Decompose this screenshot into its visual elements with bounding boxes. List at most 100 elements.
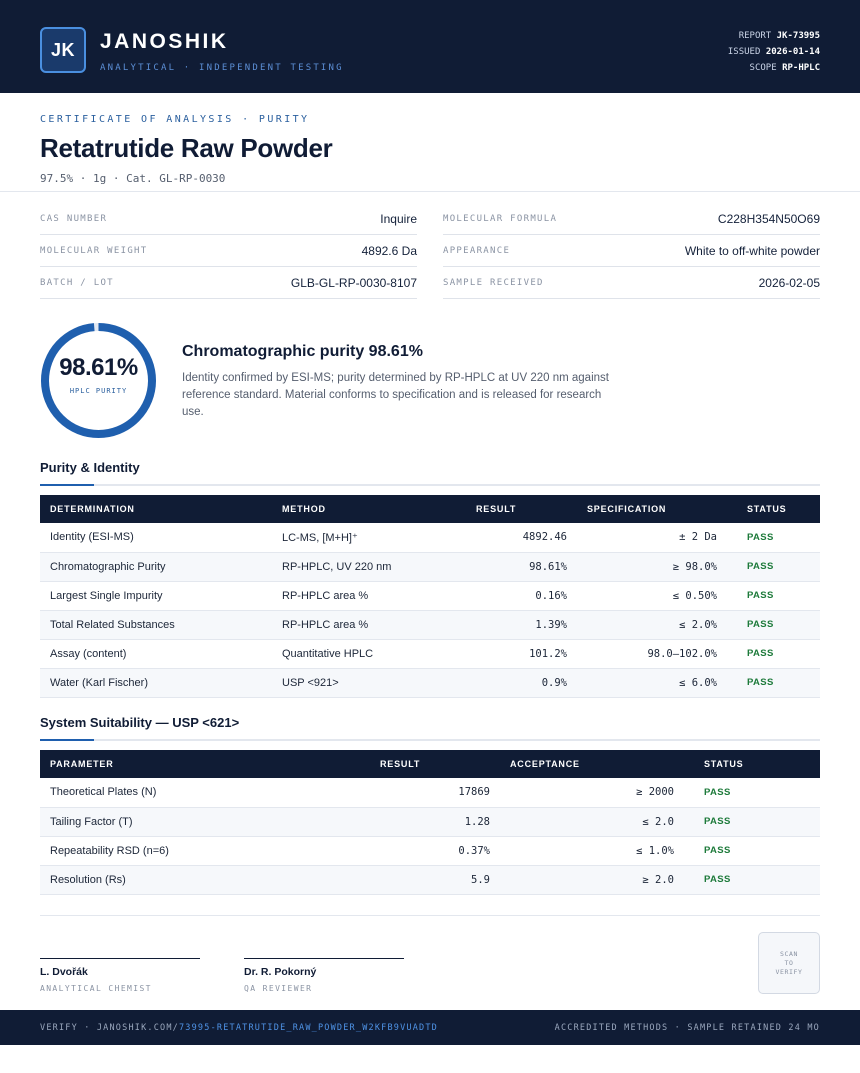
result-cell: 1.28 <box>370 807 500 837</box>
verify-prefix: VERIFY · JANOSHIK.COM/ <box>40 1023 179 1033</box>
info-label: BATCH / LOT <box>40 277 114 288</box>
section-rule <box>40 484 820 486</box>
table-row: Theoretical Plates (N) 17869 ≥ 2000 PASS <box>40 778 820 808</box>
brand-name: JANOSHIK <box>100 30 229 53</box>
parameter-cell: Tailing Factor (T) <box>40 807 370 837</box>
logo: JK <box>40 27 86 73</box>
status-badge: PASS <box>727 552 820 582</box>
purity-value: 98.61% <box>59 354 138 381</box>
specification-cell: ≤ 6.0% <box>577 668 727 698</box>
table-row: Total Related Substances RP-HPLC area % 1.… <box>40 610 820 640</box>
brand-tagline: ANALYTICAL · INDEPENDENT TESTING <box>100 63 344 73</box>
issued-date: ISSUED 2026-01-14 <box>728 44 820 60</box>
parameter-cell: Resolution (Rs) <box>40 865 370 895</box>
info-batch: BATCH / LOT GLB-GL-RP-0030-8107 <box>40 267 417 299</box>
method-cell: LC-MS, [M+H]⁺ <box>272 523 442 553</box>
verify-link[interactable]: 73995-RETATRUTIDE_RAW_POWDER_W2KFB9VUADT… <box>178 1023 438 1033</box>
determination-cell: Assay (content) <box>40 639 272 669</box>
report-number: REPORT JK-73995 <box>728 28 820 44</box>
info-label: MOLECULAR WEIGHT <box>40 245 148 256</box>
status-badge: PASS <box>684 836 820 866</box>
section-rule-accent <box>40 739 94 741</box>
divider <box>0 191 860 192</box>
info-value: GLB-GL-RP-0030-8107 <box>290 275 417 290</box>
status-badge: PASS <box>684 807 820 837</box>
scope-label: SCOPE <box>749 63 777 73</box>
determination-cell: Largest Single Impurity <box>40 581 272 611</box>
issued-value: 2026-01-14 <box>765 47 820 57</box>
scope: SCOPE RP-HPLC <box>728 60 820 76</box>
table-row: Chromatographic Purity RP-HPLC, UV 220 nm… <box>40 552 820 582</box>
specification-cell: ≥ 98.0% <box>577 552 727 582</box>
info-value: 2026-02-05 <box>758 275 820 290</box>
issued-label: ISSUED <box>727 47 761 57</box>
column-header: RESULT <box>370 750 500 778</box>
product-subtitle: 97.5% · 1g · Cat. GL-RP-0030 <box>40 172 226 185</box>
table-row: Resolution (Rs) 5.9 ≥ 2.0 PASS <box>40 865 820 895</box>
report-header: JK JANOSHIK ANALYTICAL · INDEPENDENT TES… <box>0 0 860 93</box>
table-row: Tailing Factor (T) 1.28 ≤ 2.0 PASS <box>40 807 820 837</box>
column-header: METHOD <box>272 495 442 523</box>
divider <box>40 915 820 916</box>
column-header: PARAMETER <box>40 750 370 778</box>
parameter-cell: Repeatability RSD (n=6) <box>40 836 370 866</box>
info-label: MOLECULAR FORMULA <box>443 213 558 224</box>
info-appearance: APPEARANCE White to off-white powder <box>443 235 820 267</box>
status-badge: PASS <box>727 639 820 669</box>
signature-role: QA REVIEWER <box>244 984 313 993</box>
section-rule <box>40 739 820 741</box>
table-header-row: PARAMETER RESULT ACCEPTANCE STATUS <box>40 750 820 778</box>
purity-identity-table: DETERMINATION METHOD RESULT SPECIFICATIO… <box>40 495 820 698</box>
column-header: RESULT <box>442 495 577 523</box>
method-cell: RP-HPLC, UV 220 nm <box>272 552 442 582</box>
qr-label-line: TO <box>784 958 794 967</box>
result-cell: 17869 <box>370 778 500 808</box>
table-row: Water (Karl Fischer) USP <921> 0.9% ≤ 6.0% P… <box>40 668 820 698</box>
acceptance-cell: ≤ 1.0% <box>500 836 684 866</box>
info-value: 4892.6 Da <box>361 243 417 258</box>
section-title-purity-identity: Purity & Identity <box>40 460 140 475</box>
section-title-system-suitability: System Suitability — USP <621> <box>40 715 240 730</box>
footer-note: ACCREDITED METHODS · SAMPLE RETAINED 24 … <box>554 1023 820 1033</box>
info-value: Inquire <box>380 211 417 226</box>
column-header: STATUS <box>684 750 820 778</box>
result-cell: 4892.46 <box>442 523 577 553</box>
purity-ring-label: HPLC PURITY <box>69 387 128 395</box>
info-value: C228H354N50O69 <box>717 211 820 226</box>
method-cell: USP <921> <box>272 668 442 698</box>
info-sample-received: SAMPLE RECEIVED 2026-02-05 <box>443 267 820 299</box>
verify-text: VERIFY · JANOSHIK.COM/73995-RETATRUTIDE_… <box>40 1023 438 1033</box>
result-cell: 0.37% <box>370 836 500 866</box>
info-label: APPEARANCE <box>443 245 511 256</box>
status-badge: PASS <box>727 610 820 640</box>
status-badge: PASS <box>684 778 820 808</box>
table-header-row: DETERMINATION METHOD RESULT SPECIFICATIO… <box>40 495 820 523</box>
table-row: Largest Single Impurity RP-HPLC area % 0.1… <box>40 581 820 611</box>
result-cell: 0.9% <box>442 668 577 698</box>
info-cas: CAS NUMBER Inquire <box>40 203 417 235</box>
qr-code[interactable]: SCAN TO VERIFY <box>758 932 820 994</box>
method-cell: Quantitative HPLC <box>272 639 442 669</box>
page-title: Retatrutide Raw Powder <box>40 133 333 163</box>
scope-value: RP-HPLC <box>782 63 820 73</box>
specification-cell: ≤ 0.50% <box>577 581 727 611</box>
result-cell: 101.2% <box>442 639 577 669</box>
info-molecular-weight: MOLECULAR WEIGHT 4892.6 Da <box>40 235 417 267</box>
status-badge: PASS <box>727 581 820 611</box>
qr-label-line: SCAN <box>779 949 799 958</box>
status-badge: PASS <box>727 523 820 553</box>
signature-name: Dr. R. Pokorný <box>244 966 317 978</box>
column-header: SPECIFICATION <box>577 495 727 523</box>
purity-ring-arc <box>41 323 156 438</box>
purity-heading: Chromatographic purity 98.61% <box>182 343 423 360</box>
report-label: REPORT <box>738 31 772 41</box>
section-rule-accent <box>40 484 94 486</box>
acceptance-cell: ≥ 2000 <box>500 778 684 808</box>
info-formula: MOLECULAR FORMULA C228H354N50O69 <box>443 203 820 235</box>
table-row: Repeatability RSD (n=6) 0.37% ≤ 1.0% PASS <box>40 836 820 866</box>
result-cell: 0.16% <box>442 581 577 611</box>
parameter-cell: Theoretical Plates (N) <box>40 778 370 808</box>
determination-cell: Total Related Substances <box>40 610 272 640</box>
qr-label-line: VERIFY <box>775 967 803 976</box>
result-cell: 5.9 <box>370 865 500 895</box>
